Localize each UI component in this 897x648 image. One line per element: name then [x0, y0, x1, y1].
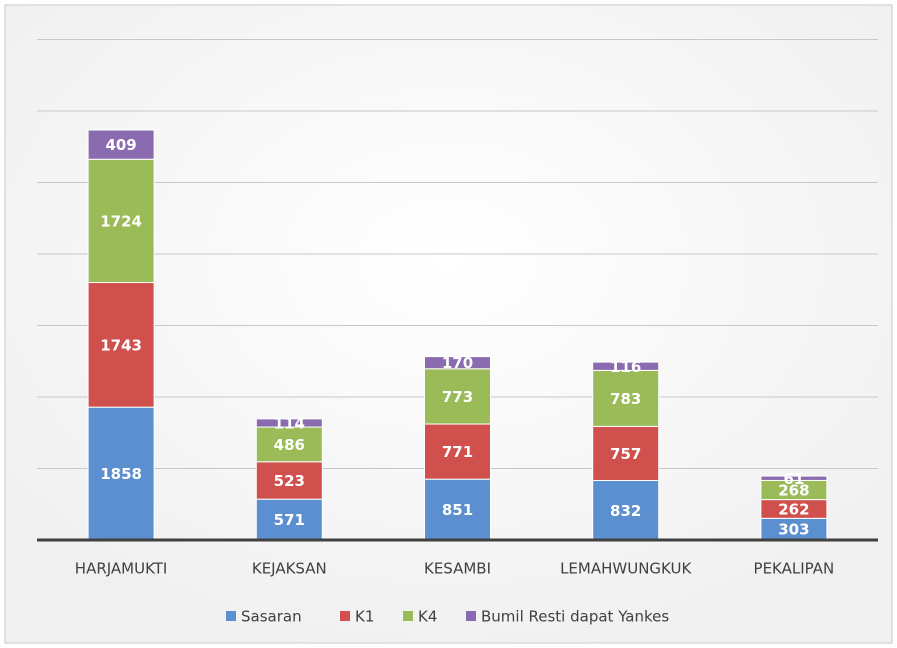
- legend-swatch: [403, 611, 413, 621]
- x-tick-label: KESAMBI: [424, 560, 491, 578]
- data-label: 757: [610, 445, 641, 463]
- data-label: 773: [442, 388, 473, 406]
- data-label: 486: [274, 436, 305, 454]
- bar-segment: [592, 425, 660, 482]
- data-label: 409: [105, 136, 136, 154]
- x-tick-label: HARJAMUKTI: [75, 560, 168, 578]
- bar-segment: [592, 369, 660, 427]
- data-label: 851: [442, 501, 473, 519]
- data-label: 1858: [100, 465, 142, 483]
- x-tick-label: PEKALIPAN: [754, 560, 835, 578]
- bar-segment: [424, 478, 491, 541]
- bar-segment: [255, 418, 323, 428]
- data-label: 170: [442, 354, 473, 372]
- legend-label: Sasaran: [241, 608, 302, 626]
- legend-label: Bumil Resti dapat Yankes: [481, 608, 669, 626]
- data-label: 1724: [100, 212, 142, 230]
- bar-segment: [592, 361, 660, 371]
- bar-segment: [760, 475, 828, 481]
- legend-swatch: [466, 611, 476, 621]
- data-label: 114: [274, 414, 305, 432]
- bar-segment: [87, 129, 155, 160]
- data-label: 771: [442, 443, 473, 461]
- data-label: 116: [610, 358, 641, 376]
- bar-segment: [424, 356, 491, 370]
- x-tick-label: KEJAKSAN: [252, 560, 327, 578]
- bar-segment: [87, 158, 155, 284]
- data-label: 61: [783, 470, 804, 488]
- data-label: 1743: [100, 336, 142, 354]
- data-label: 783: [610, 390, 641, 408]
- legend-label: K4: [418, 608, 437, 626]
- data-label: 268: [778, 482, 809, 500]
- x-tick-label: LEMAHWUNGKUK: [560, 560, 692, 578]
- legend-label: K1: [355, 608, 374, 626]
- bar-segment: [424, 423, 491, 480]
- bar-segment: [87, 406, 155, 541]
- bar-segment: [424, 368, 491, 425]
- bar-segment: [255, 426, 323, 463]
- data-label: 303: [778, 521, 809, 539]
- legend-swatch: [340, 611, 350, 621]
- bar-segment: [87, 282, 155, 408]
- data-label: 832: [610, 502, 641, 520]
- data-label: 262: [778, 500, 809, 518]
- data-label: 571: [274, 511, 305, 529]
- data-label: 523: [274, 472, 305, 490]
- legend-swatch: [226, 611, 236, 621]
